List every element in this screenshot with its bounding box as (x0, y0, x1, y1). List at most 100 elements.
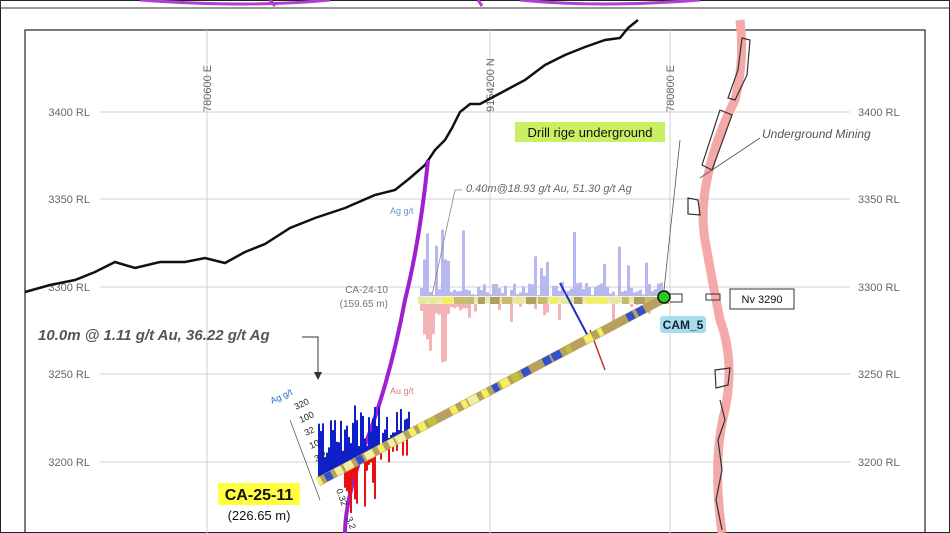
leader (431, 189, 462, 296)
topography (24, 19, 639, 294)
ag-bar (378, 406, 380, 451)
au-bar (368, 459, 370, 465)
ag-bar (374, 407, 376, 453)
segment (573, 338, 584, 350)
au-bar (546, 304, 549, 313)
segment (417, 421, 428, 432)
segment (646, 299, 657, 311)
tick-label: 3.2 (344, 515, 358, 530)
segment (480, 388, 490, 399)
ag-bar (372, 418, 374, 454)
ag-bar (368, 417, 370, 456)
ag-bar (474, 294, 477, 296)
ag-bar (543, 276, 546, 296)
segment (598, 297, 608, 304)
segment (616, 316, 626, 327)
ag-bar (540, 268, 543, 296)
au-bar (558, 304, 561, 320)
ag-bar (382, 432, 384, 449)
segment (510, 371, 522, 383)
au-bar (456, 304, 459, 307)
axis-label: Ag g/t (390, 206, 414, 216)
ag-bar (420, 288, 423, 296)
ag-bar (477, 286, 480, 296)
hole-label-bg (218, 483, 300, 505)
ag-bar (358, 446, 360, 461)
ag-bar (447, 260, 450, 296)
tick-label: 32 (303, 425, 316, 438)
au-bar (370, 458, 372, 463)
ag-bar (489, 294, 492, 296)
segment (418, 297, 427, 304)
au-bar (612, 304, 615, 322)
segment (316, 476, 324, 486)
ag-bar (636, 291, 639, 296)
collar-label: CAM_5 (663, 318, 704, 332)
ag-bar (400, 408, 402, 439)
au-bar (372, 457, 374, 483)
ag-bar (344, 429, 346, 469)
segment (622, 297, 629, 304)
au-bar (352, 467, 354, 479)
rig-label: Drill rige underground (527, 125, 652, 140)
ag-bar (597, 285, 600, 296)
ag-bar (651, 291, 654, 296)
ag-bar (468, 290, 471, 296)
axis-label: Au g/t (390, 386, 414, 396)
easting-label: 780600 E (202, 65, 214, 112)
au-bar (402, 441, 404, 456)
drive (705, 293, 721, 301)
segment (634, 297, 646, 304)
ag-bar (627, 265, 630, 296)
ag-bar (546, 261, 549, 296)
ag-bar (480, 289, 483, 296)
au-bar (438, 304, 441, 315)
au-bar (444, 304, 447, 362)
collar-label-bg (660, 316, 706, 333)
ag-bar (376, 426, 378, 452)
au-bar (447, 304, 450, 314)
hole-length: (226.65 m) (228, 508, 291, 523)
ag-bar (609, 293, 612, 296)
segment (430, 297, 438, 304)
au-bar (406, 439, 408, 456)
ag-bar (354, 405, 356, 463)
au-bar (348, 470, 350, 494)
au-bar (432, 304, 435, 334)
grid (100, 30, 850, 533)
hole-name: CA-24-10 (345, 285, 388, 296)
ag-bar (438, 289, 441, 296)
rl-label: 3300 RL (858, 282, 900, 294)
ag-bar (573, 232, 576, 296)
ag-bar (621, 291, 624, 296)
ag-bar (326, 452, 328, 478)
segment (376, 443, 386, 454)
ag-bar (504, 285, 507, 296)
segment (603, 322, 615, 333)
au-bar (364, 461, 366, 507)
segment (323, 471, 334, 482)
au-bar (462, 304, 465, 309)
segment (466, 393, 480, 406)
rl-label: 3250 RL (48, 369, 90, 381)
rl-label: 3350 RL (858, 194, 900, 206)
rig-label-bg (515, 122, 665, 142)
leader (699, 137, 761, 179)
au-bar (420, 304, 423, 311)
au-bar (636, 304, 639, 306)
segment (363, 449, 376, 461)
ag-bar (606, 286, 609, 296)
segment (502, 297, 513, 304)
tick-label: 10 (308, 438, 321, 451)
ag-bar (510, 289, 513, 296)
ag-bar (642, 294, 645, 296)
ag-bar (334, 420, 336, 474)
ag-bar (519, 292, 522, 296)
segment (550, 297, 559, 304)
section-frame (24, 29, 926, 533)
ag-bar (429, 292, 432, 296)
ag-bar (630, 288, 633, 296)
